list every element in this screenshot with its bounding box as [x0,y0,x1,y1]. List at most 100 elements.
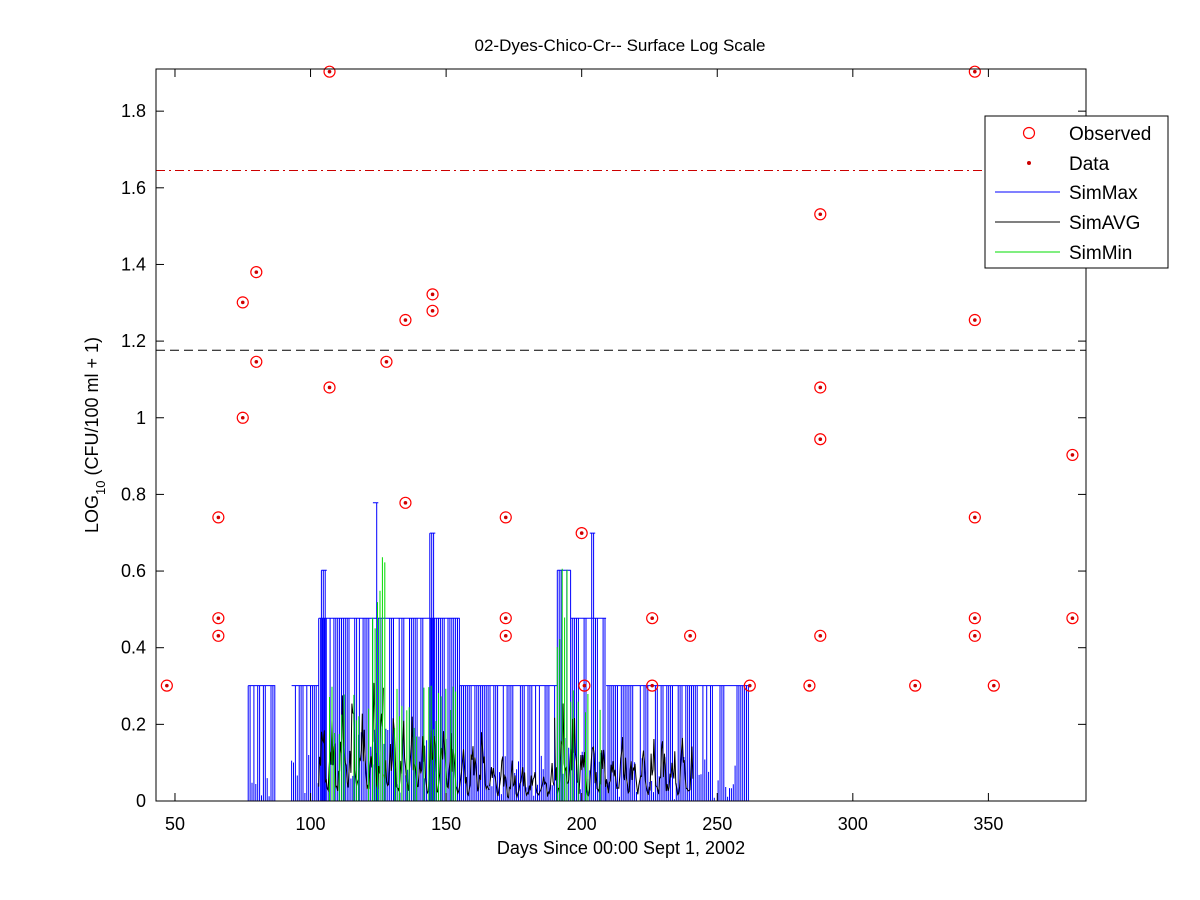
observed-point [399,496,412,509]
observed-point [426,304,439,317]
data-point [503,616,508,620]
x-tick-label: 350 [973,814,1003,834]
observed-point [250,355,263,368]
observed-point [399,313,412,327]
x-tick-label: 200 [567,814,597,834]
observed-point [646,612,659,625]
observed-point [212,612,225,625]
data-point [973,515,977,520]
legend-simmax-label: SimMax [1069,183,1138,204]
observed-point [236,296,249,309]
y-tick-label: 1.4 [121,254,146,274]
y-tick-label: 1.6 [121,178,146,198]
observed-point [968,612,981,625]
data-point [216,515,221,520]
legend-data-marker [1027,161,1031,165]
x-tick-label: 250 [702,814,732,834]
legend-observed-marker [1022,126,1036,140]
observed-point [499,629,512,642]
observed-point [575,527,588,540]
data-point [1070,616,1075,620]
data-point [818,212,823,217]
observed-point [968,511,981,524]
observed-point [250,266,263,279]
data-point [240,415,245,420]
y-tick-label: 1 [136,408,146,428]
data-point [973,634,977,638]
data-point [254,360,259,364]
y-axis-ticks: 0 0.2 0.4 0.6 0.8 1 1.2 1.4 1.6 1.8 [121,101,1086,811]
x-tick-label: 150 [431,814,461,834]
legend-observed-label: Observed [1069,124,1151,145]
x-axis-label: Days Since 00:00 Sept 1, 2002 [497,838,745,858]
data-point [818,634,823,638]
data-point [254,270,259,274]
data-point [973,616,977,620]
legend-simavg-label: SimAVG [1069,213,1140,234]
data-point [216,634,221,638]
observed-point [499,612,512,625]
observed-point [1066,448,1079,462]
data-point [579,531,584,535]
chart-title: 02-Dyes-Chico-Cr-- Surface Log Scale [475,36,766,55]
data-point [1070,453,1075,457]
observed-point [814,208,827,221]
y-axis-label-rest: (CFU/100 ml + 1) [82,337,102,481]
y-tick-label: 1.8 [121,101,146,121]
data-point [503,515,508,520]
simmin-series [329,557,601,801]
observed-point [968,65,981,78]
data-point [327,69,332,74]
y-tick-label: 0.4 [121,638,146,658]
observed-point [380,355,393,368]
data-point [688,634,692,638]
observed-point [803,679,816,692]
data-point [807,683,812,688]
plot-frame [155,68,1087,802]
data-point [430,309,435,313]
observed-point [814,381,827,394]
data-point [818,385,823,390]
legend-simmin-label: SimMin [1069,243,1132,264]
plot-area [156,65,1086,801]
data-point [403,501,408,505]
data-point [430,292,435,297]
observed-point [968,629,981,642]
observed-point [1066,612,1079,625]
data-point [327,385,332,390]
data-point [165,683,169,688]
legend-data-label: Data [1069,154,1110,175]
data-point [913,683,917,688]
observed-point [499,511,512,524]
y-axis-label: LOG10 (CFU/100 ml + 1) [82,337,108,533]
observed-point [578,679,591,692]
observed-point [212,629,225,642]
y-axis-label-main: LOG [82,495,102,533]
data-point [747,683,752,688]
data-point [384,360,389,364]
observed-point [426,288,439,301]
observed-point [684,629,697,642]
data-point [818,437,823,442]
observed-point [968,313,981,327]
y-tick-label: 0 [136,791,146,811]
observed-point [987,679,1000,692]
data-point [216,616,221,620]
observed-point [909,679,922,692]
observed-point [814,629,827,642]
observed-point [323,65,336,78]
data-point [650,683,654,688]
data-point [582,683,587,688]
data-point [973,69,977,74]
simmin-trace [329,557,601,801]
y-tick-label: 0.6 [121,561,146,581]
observed-point [743,679,756,692]
data-point [973,318,977,322]
observed-point [212,511,225,524]
observed-points [160,65,1079,692]
observed-point [323,381,336,394]
y-tick-label: 0.8 [121,484,146,504]
observed-point [814,433,827,446]
observed-point [160,679,173,692]
